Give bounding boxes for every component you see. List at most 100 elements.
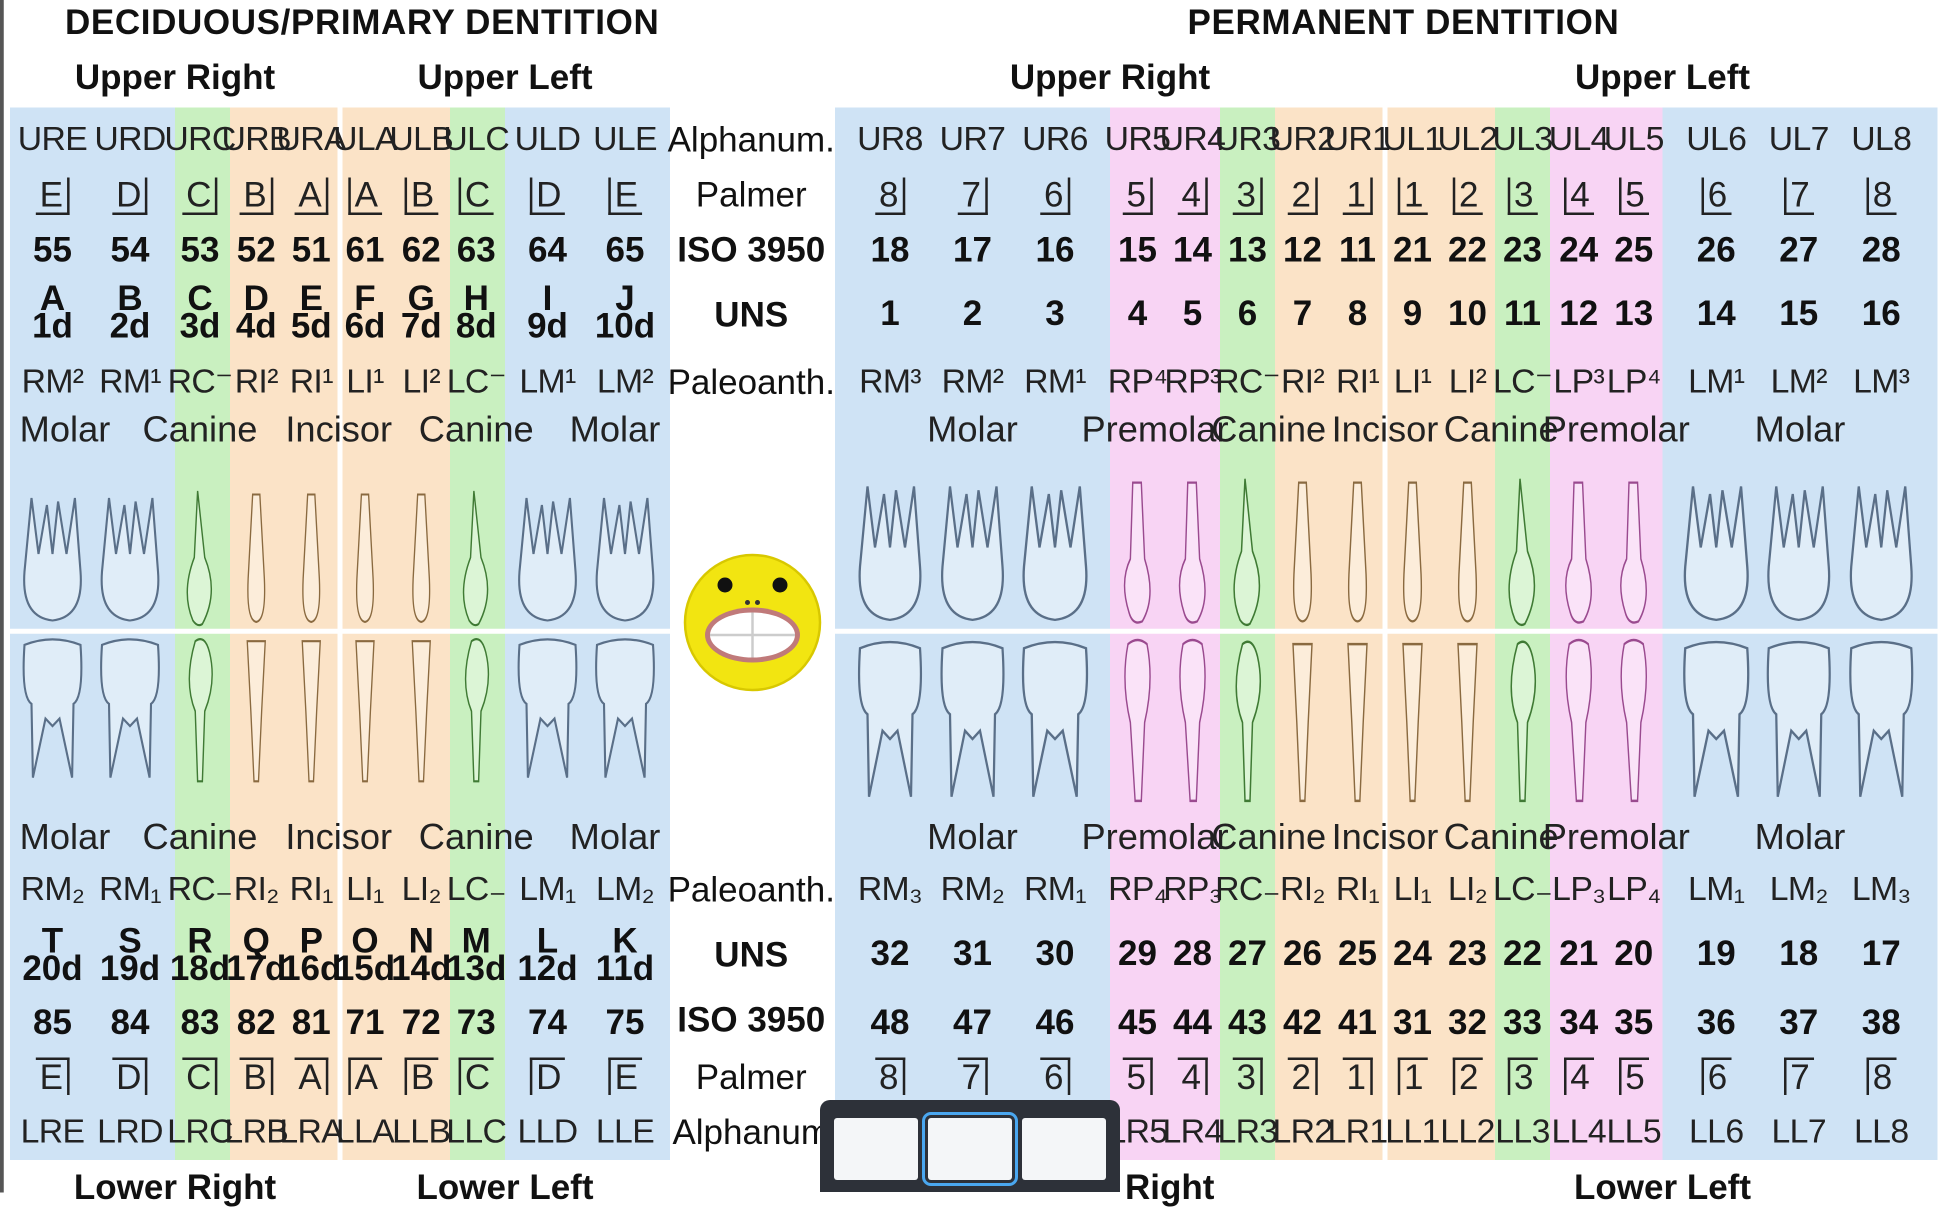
palmer-notation: 7 — [957, 175, 988, 215]
alphanumeric-code: UR2 — [1269, 120, 1336, 158]
uns-letter: D — [243, 278, 269, 318]
palmer-notation: 4 — [1177, 1057, 1208, 1098]
palmer-value: 5 — [1122, 177, 1153, 215]
premolar-tooth-icon — [1123, 481, 1151, 624]
iso-number: 74 — [528, 1002, 567, 1042]
window-thumbnail-2[interactable] — [922, 1112, 1018, 1186]
iso-number: 31 — [1393, 1002, 1432, 1042]
paleoanth-code: LI² — [1448, 362, 1487, 401]
uns-number: 9d — [527, 306, 568, 345]
canine-tooth-icon — [464, 638, 490, 783]
alphanumeric-code: UL1 — [1382, 120, 1443, 158]
palmer-value: 2 — [1452, 177, 1483, 215]
alphanumeric-code: URE — [17, 120, 88, 158]
molar-tooth-icon — [1849, 640, 1914, 798]
paleoanth-code: LP₃ — [1552, 870, 1606, 908]
palmer-notation: 2 — [1287, 1057, 1318, 1098]
uns-number: 26 — [1283, 933, 1322, 973]
tooth-type-label: Incisor — [1331, 817, 1439, 858]
uns-number: 20 — [1614, 933, 1654, 973]
alphanumeric-code: LRE — [20, 1112, 85, 1151]
paleoanth-code: LI¹ — [1393, 362, 1432, 401]
iso-number: 52 — [236, 230, 276, 269]
palmer-notation: 8 — [875, 175, 905, 215]
paleoanth-code: LI₁ — [346, 870, 384, 908]
incisor-tooth-icon — [411, 640, 431, 783]
iso-number: 75 — [605, 1002, 645, 1042]
palmer-notation: A — [294, 175, 328, 215]
palmer-notation: 5 — [1122, 175, 1153, 215]
paleoanth-code: LM₂ — [595, 870, 655, 908]
band-canine — [1220, 107, 1275, 1160]
palmer-notation: D — [112, 1057, 148, 1098]
window-thumbnail-1[interactable] — [834, 1118, 918, 1180]
palmer-notation: 4 — [1564, 175, 1594, 215]
lower-left-header: Lower Left — [1574, 1167, 1751, 1207]
paleoanth-code: RM¹ — [99, 362, 161, 401]
upper-left-header: Upper Left — [1575, 57, 1750, 97]
palmer-value: 1 — [1342, 1057, 1373, 1095]
palmer-value: 3 — [1232, 177, 1263, 215]
uns-number: 1 — [880, 293, 900, 333]
palmer-notation: 1 — [1342, 175, 1373, 215]
iso-number: 28 — [1861, 230, 1901, 269]
palmer-notation: E — [608, 175, 642, 215]
row-label-uns: UNS — [714, 935, 789, 974]
molar-tooth-icon — [1683, 640, 1750, 798]
molar-tooth-icon — [100, 497, 160, 622]
iso-number: 33 — [1503, 1002, 1542, 1042]
paleoanth-code: LI₂ — [401, 870, 442, 908]
paleoanth-code: LM¹ — [519, 362, 576, 401]
tooth-type-label: Premolar — [1081, 410, 1229, 450]
palmer-notation: 6 — [1701, 175, 1731, 215]
molar-tooth-icon — [941, 486, 1004, 622]
palmer-notation: B — [404, 1057, 438, 1098]
paleoanth-code: RM³ — [859, 362, 921, 401]
palmer-notation: 7 — [1784, 175, 1814, 215]
paleoanth-code: RC₋ — [167, 870, 233, 908]
iso-number: 54 — [110, 230, 150, 269]
palmer-value: 7 — [1784, 1057, 1814, 1095]
palmer-value: D — [112, 1057, 148, 1095]
palmer-notation: 8 — [1866, 1057, 1896, 1098]
uns-letter: J — [615, 278, 635, 318]
iso-number: 55 — [33, 230, 72, 269]
uns-number: 15 — [1779, 293, 1819, 333]
canine-tooth-icon — [1235, 640, 1262, 803]
tooth-type-label: Molar — [19, 817, 111, 858]
molar-tooth-icon — [1767, 486, 1831, 622]
alphanumeric-code: UL8 — [1851, 120, 1912, 158]
band-molar — [10, 107, 175, 1160]
palmer-notation: C — [458, 1057, 494, 1098]
palmer-value: 5 — [1619, 177, 1649, 215]
iso-number: 11 — [1338, 230, 1377, 269]
incisor-tooth-icon — [1402, 481, 1423, 623]
tooth-type-label: Canine — [142, 410, 258, 450]
canine-tooth-icon — [186, 490, 212, 627]
uns-letter: A — [39, 278, 66, 318]
uns-letter: S — [118, 921, 142, 960]
uns-number: 11d — [595, 948, 655, 988]
band-canine — [450, 107, 505, 1160]
uns-number: 6d — [344, 306, 386, 345]
premolar-tooth-icon — [1620, 638, 1647, 803]
window-thumbnail-3[interactable] — [1022, 1118, 1106, 1180]
paleoanth-code: RI₁ — [1335, 870, 1380, 908]
iso-number: 65 — [605, 230, 645, 269]
palmer-value: A — [348, 177, 382, 215]
palmer-notation: D — [529, 175, 566, 215]
uns-number: 12d — [517, 948, 578, 988]
paleoanth-code: LP₄ — [1607, 870, 1661, 908]
palmer-notation: C — [182, 1057, 218, 1098]
paleoanth-code: RC₋ — [1215, 870, 1280, 908]
band-incisor — [230, 107, 338, 1160]
palmer-value: 6 — [1040, 177, 1070, 215]
palmer-value: B — [404, 177, 438, 215]
uns-number: 2d — [109, 306, 151, 345]
palmer-notation: 4 — [1177, 175, 1208, 215]
palmer-value: 2 — [1452, 1057, 1483, 1095]
incisor-tooth-icon — [1457, 481, 1478, 623]
palmer-value: E — [608, 177, 642, 215]
paleoanth-code: RM² — [21, 362, 84, 401]
palmer-value: 5 — [1619, 1057, 1649, 1095]
